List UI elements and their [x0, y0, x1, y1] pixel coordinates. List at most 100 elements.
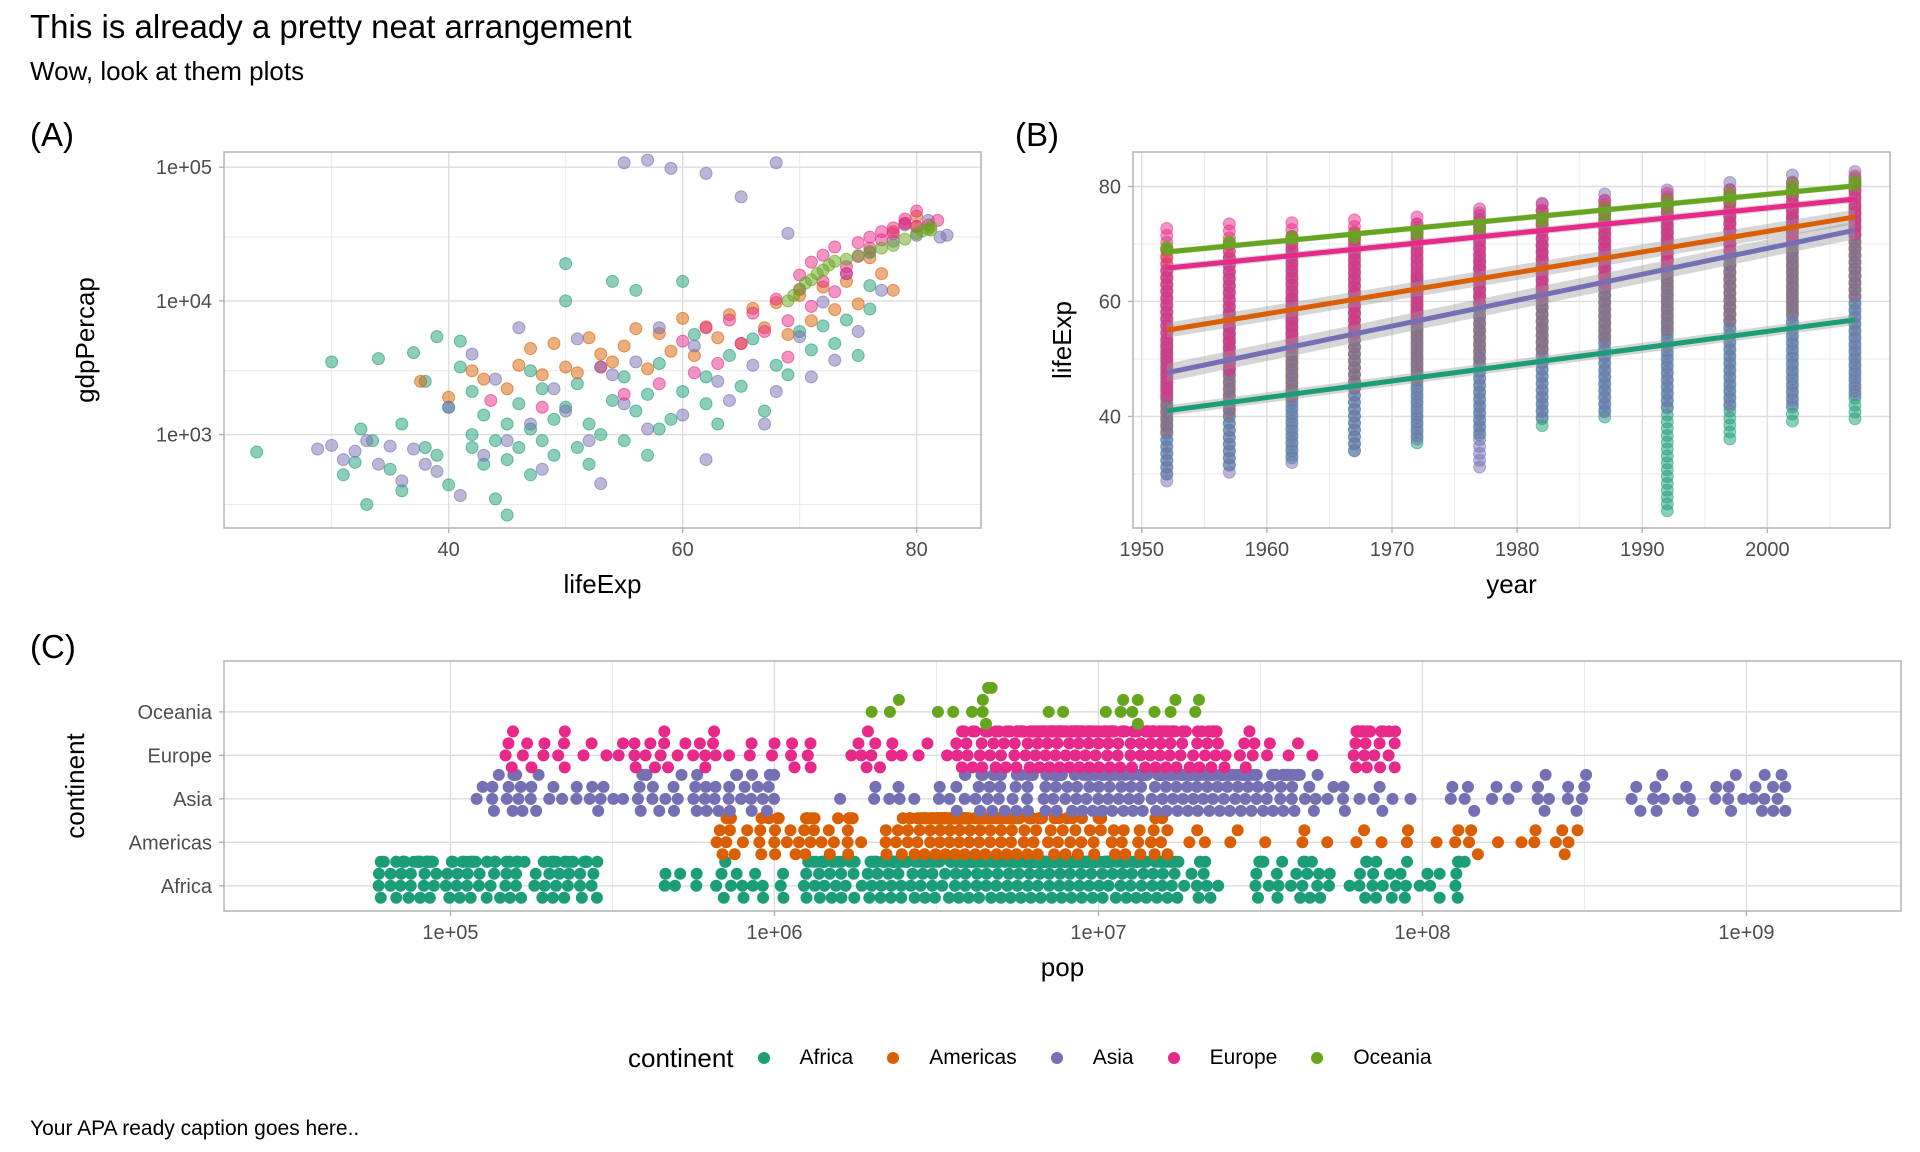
data-point	[1096, 891, 1109, 904]
data-point	[1203, 804, 1216, 817]
data-point	[1293, 768, 1306, 781]
data-point	[446, 855, 459, 868]
data-point	[1251, 780, 1264, 793]
data-point	[1288, 804, 1301, 817]
data-point	[868, 792, 881, 805]
y-tick-label: 60	[1099, 291, 1121, 313]
data-point	[716, 848, 729, 861]
data-point	[1031, 848, 1044, 861]
data-point	[1305, 855, 1318, 868]
marks	[1160, 165, 1862, 518]
data-point	[1367, 867, 1380, 880]
data-point	[815, 836, 828, 849]
legend-title: continent	[628, 1042, 734, 1073]
data-point	[777, 867, 790, 880]
data-point	[822, 824, 835, 837]
data-point	[1147, 867, 1160, 880]
data-point	[756, 879, 769, 892]
data-point	[1021, 780, 1034, 793]
data-point	[961, 749, 974, 762]
data-point	[1080, 792, 1093, 805]
data-point	[746, 879, 759, 892]
data-point	[676, 408, 690, 422]
data-point	[1401, 855, 1414, 868]
data-point	[1107, 824, 1120, 837]
data-point	[559, 404, 573, 418]
data-point	[570, 792, 583, 805]
data-point	[1185, 867, 1198, 880]
data-point	[760, 804, 773, 817]
data-point	[691, 768, 704, 781]
data-point	[1367, 792, 1380, 805]
data-point	[1250, 792, 1263, 805]
data-point	[1145, 792, 1158, 805]
data-point	[658, 725, 671, 738]
data-point	[668, 879, 681, 892]
data-point	[489, 855, 502, 868]
data-point	[1061, 780, 1074, 793]
data-point	[769, 156, 783, 170]
data-point	[1031, 737, 1044, 750]
data-point	[1132, 792, 1145, 805]
data-point	[943, 836, 956, 849]
data-point	[1370, 855, 1383, 868]
data-point	[753, 836, 766, 849]
data-point	[879, 824, 892, 837]
data-point	[671, 792, 684, 805]
data-point	[628, 749, 641, 762]
data-point	[1229, 792, 1242, 805]
legend-label-americas: Americas	[929, 1046, 1017, 1069]
data-point	[537, 749, 550, 762]
data-point	[1085, 867, 1098, 880]
data-point	[1243, 725, 1256, 738]
data-point	[502, 780, 515, 793]
data-point	[1383, 867, 1396, 880]
data-point	[1124, 780, 1137, 793]
data-point	[709, 749, 722, 762]
data-point	[1082, 737, 1095, 750]
data-point	[662, 761, 675, 774]
data-point	[1725, 804, 1738, 817]
marks	[250, 153, 954, 522]
data-point	[934, 824, 947, 837]
panel-b: 1950 1960 1970 1980 1990 2000 40 60 80 year lifeEx…	[1047, 151, 1891, 599]
data-point	[1189, 705, 1202, 718]
data-point	[507, 725, 520, 738]
data-point	[250, 445, 264, 459]
data-point	[690, 867, 703, 880]
data-point	[524, 364, 538, 378]
data-point	[768, 737, 781, 750]
data-point	[676, 274, 690, 288]
data-point	[869, 780, 882, 793]
data-point	[600, 749, 613, 762]
data-point	[1749, 780, 1762, 793]
data-point	[402, 891, 415, 904]
data-point	[1271, 891, 1284, 904]
data-point	[801, 749, 814, 762]
data-point	[994, 749, 1007, 762]
data-point	[758, 404, 772, 418]
data-point	[708, 792, 721, 805]
data-point	[974, 824, 987, 837]
data-point	[699, 761, 712, 774]
data-point	[417, 879, 430, 892]
data-point	[949, 867, 962, 880]
data-point	[1461, 780, 1474, 793]
data-point	[880, 848, 893, 861]
data-point	[1238, 737, 1251, 750]
data-point	[908, 891, 921, 904]
data-point	[908, 848, 921, 861]
data-point	[1063, 737, 1076, 750]
data-point	[1001, 879, 1014, 892]
data-point	[1021, 737, 1034, 750]
panel-c-tag: (C)	[30, 628, 76, 665]
data-point	[1285, 216, 1299, 230]
data-point	[1337, 792, 1350, 805]
data-point	[1161, 824, 1174, 837]
data-point	[1114, 761, 1127, 774]
data-point	[1112, 792, 1125, 805]
y-tick-label-africa: Africa	[161, 876, 213, 898]
data-point	[1657, 792, 1670, 805]
data-point	[914, 879, 927, 892]
data-point	[1430, 836, 1443, 849]
